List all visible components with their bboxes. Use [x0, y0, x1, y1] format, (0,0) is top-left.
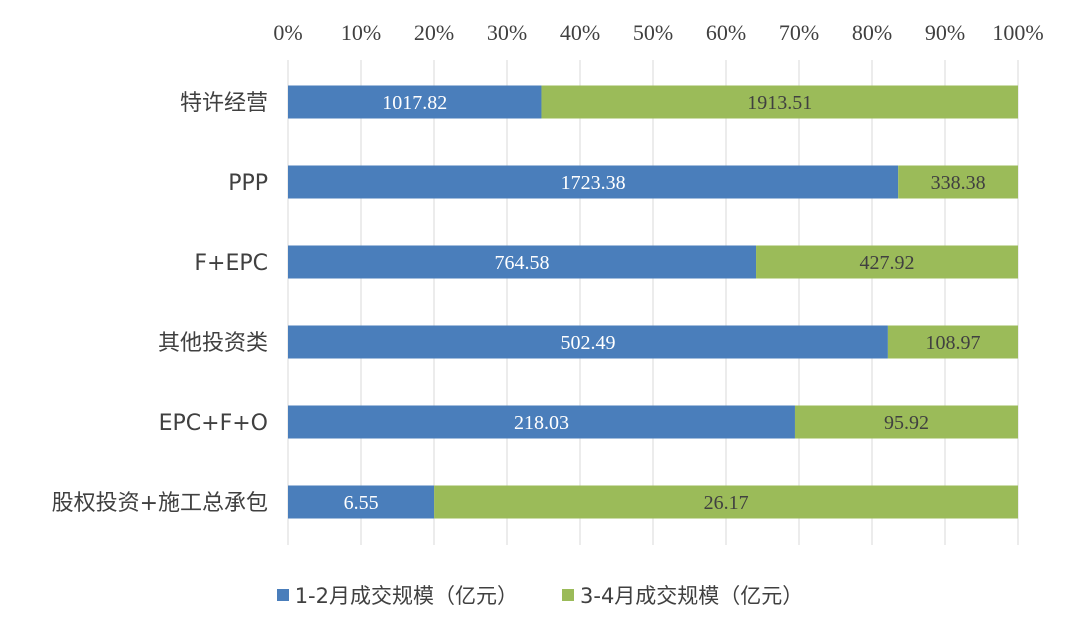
- category-label: EPC+F+O: [159, 411, 268, 436]
- bar-segment-series-1: [288, 165, 899, 199]
- category-label: 其他投资类: [158, 331, 268, 356]
- bar-segment-series-2: [887, 325, 1018, 359]
- data-label: 338.38: [931, 172, 986, 194]
- x-tick-label: 40%: [560, 20, 600, 45]
- category-label: F+EPC: [194, 251, 268, 276]
- legend-swatch-series-2: [562, 589, 574, 601]
- legend-swatch-series-1: [276, 589, 289, 601]
- x-tick-label: 60%: [706, 20, 746, 45]
- legend: 1-2月成交规模（亿元） 3-4月成交规模（亿元）: [0, 580, 1080, 610]
- bar-segment-series-2: [756, 245, 1018, 279]
- x-tick-label: 50%: [633, 20, 673, 45]
- bar-segment-series-1: [288, 485, 435, 519]
- data-label: 95.92: [884, 412, 929, 434]
- category-label: 股权投资+施工总承包: [52, 491, 268, 516]
- data-label: 108.97: [925, 332, 980, 354]
- legend-label-series-2: 3-4月成交规模（亿元）: [580, 584, 804, 608]
- x-tick-label: 30%: [487, 20, 527, 45]
- bar-segment-series-1: [288, 325, 888, 359]
- data-label: 427.92: [860, 252, 915, 274]
- bar-segment-series-1: [288, 85, 542, 119]
- data-label: 218.03: [514, 412, 569, 434]
- data-label: 764.58: [495, 252, 550, 274]
- x-tick-label: 20%: [414, 20, 454, 45]
- data-label: 1913.51: [747, 92, 812, 114]
- data-label: 1723.38: [561, 172, 626, 194]
- bar-segment-series-1: [288, 245, 757, 279]
- category-label: 特许经营: [180, 91, 268, 116]
- legend-label-series-1: 1-2月成交规模（亿元）: [294, 584, 518, 608]
- data-label: 26.17: [704, 492, 749, 514]
- bars: [288, 85, 1018, 519]
- bar-segment-series-2: [541, 85, 1018, 119]
- x-axis-ticks: 0% 10% 20% 30% 40% 50% 60% 70% 80% 90% 100%: [273, 20, 1043, 45]
- legend-item-series-2: 3-4月成交规模（亿元）: [562, 580, 803, 610]
- category-labels: 特许经营 PPP F+EPC 其他投资类 EPC+F+O 股权投资+施工总承包: [52, 91, 268, 516]
- data-labels: 1017.82 1913.51 1723.38 338.38 764.58 427.92 5…: [344, 92, 986, 514]
- x-tick-label: 10%: [341, 20, 381, 45]
- data-label: 502.49: [560, 332, 615, 354]
- x-tick-label: 100%: [992, 20, 1043, 45]
- data-label: 1017.82: [382, 92, 447, 114]
- x-tick-label: 0%: [273, 20, 302, 45]
- x-tick-label: 70%: [779, 20, 819, 45]
- bar-segment-series-2: [434, 485, 1018, 519]
- x-tick-label: 80%: [852, 20, 892, 45]
- data-label: 6.55: [344, 492, 379, 514]
- x-tick-label: 90%: [925, 20, 965, 45]
- bar-segment-series-2: [898, 165, 1018, 199]
- category-label: PPP: [228, 171, 268, 196]
- bar-segment-series-1: [288, 405, 795, 439]
- legend-item-series-1: 1-2月成交规模（亿元）: [276, 580, 518, 610]
- gridlines: [287, 60, 1019, 545]
- bar-segment-series-2: [794, 405, 1018, 439]
